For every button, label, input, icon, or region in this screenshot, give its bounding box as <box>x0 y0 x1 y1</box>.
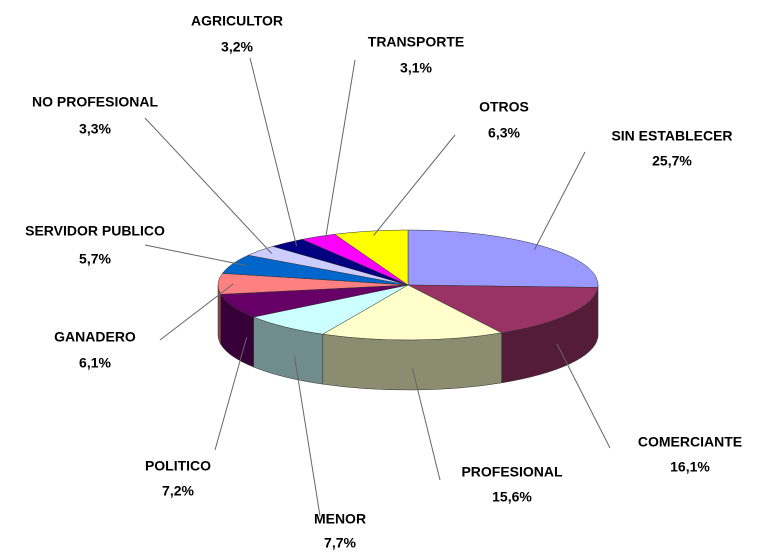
leader-line <box>214 336 248 451</box>
leader-line <box>411 368 441 481</box>
leader-line <box>373 134 456 236</box>
category-label: AGRICULTOR <box>191 13 283 29</box>
category-label: PROFESIONAL <box>461 464 563 480</box>
value-label: 16,1% <box>670 459 710 475</box>
pie-slice <box>407 284 599 334</box>
value-label: 6,3% <box>488 125 520 141</box>
pie-slice <box>334 229 409 286</box>
value-label: 7,2% <box>162 483 194 499</box>
leader-line <box>144 244 247 267</box>
category-label: MENOR <box>314 511 366 527</box>
category-label: COMERCIANTE <box>638 434 742 450</box>
leader-line <box>324 59 356 241</box>
leader-line <box>533 151 586 251</box>
category-label: SERVIDOR PUBLICO <box>25 223 165 239</box>
category-label: POLITICO <box>145 458 211 474</box>
category-label: NO PROFESIONAL <box>32 94 158 110</box>
value-label: 15,6% <box>492 489 532 505</box>
leader-line <box>293 355 321 517</box>
value-label: 5,7% <box>79 251 111 267</box>
leader-line <box>144 117 272 254</box>
pie-side <box>322 332 502 391</box>
pie-slice <box>407 229 599 288</box>
category-label: SIN ESTABLECER <box>611 128 732 144</box>
leader-line <box>249 57 298 247</box>
value-label: 3,1% <box>400 60 432 76</box>
leader-line <box>159 283 234 341</box>
leader-line <box>556 343 611 449</box>
value-label: 6,1% <box>79 355 111 371</box>
pie-slice <box>252 284 409 335</box>
value-label: 25,7% <box>652 153 692 169</box>
pie-slice <box>322 284 503 341</box>
category-label: GANADERO <box>54 329 136 345</box>
value-label: 3,2% <box>221 39 253 55</box>
category-label: TRANSPORTE <box>368 34 464 50</box>
value-label: 7,7% <box>324 535 356 551</box>
category-label: OTROS <box>479 99 529 115</box>
value-label: 3,3% <box>79 121 111 137</box>
